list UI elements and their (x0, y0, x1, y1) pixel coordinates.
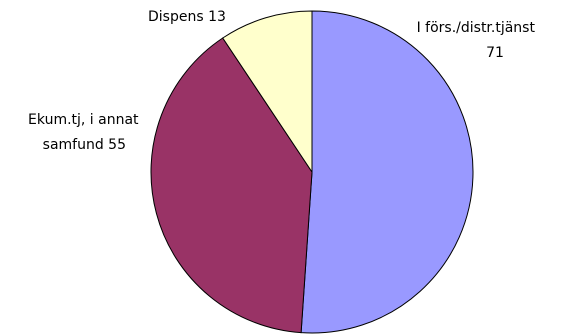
slice-label-line: samfund 55 (43, 137, 126, 153)
slice-label-forsamlings-distriktstjanst: I förs./distr.tjänst 71 (417, 20, 540, 61)
pie-slices (151, 11, 473, 333)
slice-label-dispens: Dispens 13 (148, 9, 226, 25)
slice-label-line: I förs./distr.tjänst (417, 20, 536, 36)
slice-label-ekumenisk-tjanst: Ekum.tj, i annat samfund 55 (28, 112, 143, 153)
slice-label-line: 71 (486, 45, 504, 61)
pie-slice-1 (301, 11, 473, 333)
slice-label-line: Ekum.tj, i annat (28, 112, 139, 128)
slice-label-line: Dispens 13 (148, 9, 226, 25)
